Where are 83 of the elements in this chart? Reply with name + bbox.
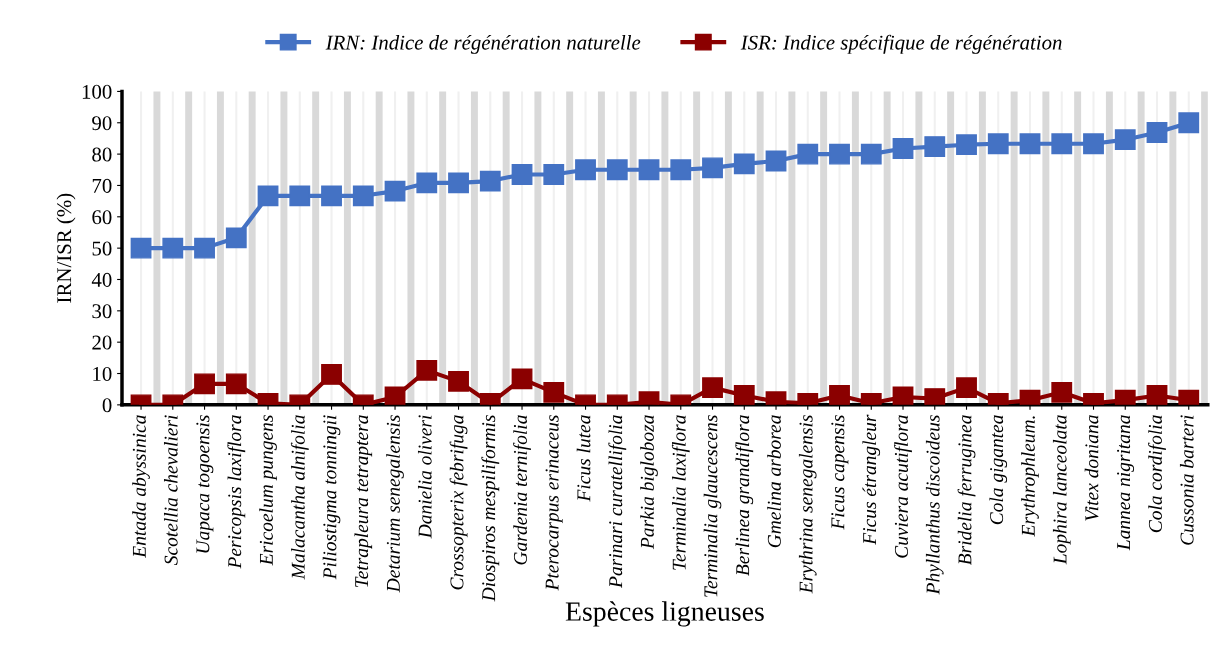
x-tick-label: Lophira lanceolata: [1052, 415, 1071, 565]
point: [956, 134, 977, 156]
point: [194, 237, 215, 259]
point: [448, 172, 469, 194]
x-tick-label: Scotellia chevalieri: [163, 415, 178, 565]
y-tick-label: 30: [92, 304, 112, 319]
point: [321, 185, 342, 207]
point: [987, 133, 1009, 155]
y-axis-title: IRN/ISR (%): [56, 193, 76, 303]
point: [289, 185, 311, 207]
point: [257, 185, 279, 207]
point: [130, 237, 152, 259]
point: [225, 227, 247, 249]
point: [765, 150, 787, 172]
point: [797, 143, 819, 165]
x-tick-label: Lannea nigritana: [1117, 415, 1135, 551]
y-tick-label: 10: [93, 366, 112, 381]
x-tick-label: Terminalia laxiflora: [671, 415, 690, 570]
x-tick-label: Bridelia ferruginea: [957, 415, 976, 566]
y-tick-label: 50: [92, 241, 112, 256]
point: [511, 164, 533, 185]
x-tick-label: Gardenia ternifolia: [513, 415, 531, 565]
y-tick-label: 20: [92, 335, 112, 350]
x-tick-label: Ficus capensis: [831, 415, 849, 530]
point: [1051, 133, 1073, 155]
x-tick-label: Cussonia barteri: [1179, 415, 1194, 545]
point: [479, 170, 501, 192]
x-tick-label: Piliostigma tonningii: [322, 415, 341, 580]
y-tick-label: 60: [92, 210, 112, 225]
point: [829, 143, 850, 165]
x-tick-label: Ficus étrangleur: [862, 414, 881, 545]
x-tick-label: Detarium senegalensis: [386, 415, 404, 593]
point: [733, 153, 755, 175]
y-tick-label: 40: [91, 272, 112, 287]
point: [638, 159, 660, 181]
point: [1146, 122, 1168, 143]
legend-label: IRN: Indice de régénération naturelle: [325, 34, 641, 54]
x-tick-label: Parkia bigloboza: [640, 415, 658, 550]
x-tick-label: Uapaca togoensis: [196, 415, 214, 553]
point: [543, 164, 565, 185]
legend-label: ISR: Indice spécifique de régénération: [740, 34, 1062, 54]
x-tick-label: Malacantha alnifolia: [290, 415, 309, 580]
point: [892, 138, 914, 159]
point: [162, 237, 184, 259]
point: [860, 143, 882, 165]
point: [1019, 133, 1041, 155]
x-tick-label: Crossopterix febrifuga: [449, 415, 468, 590]
x-tick-label: Cola cordifolia: [1148, 415, 1166, 533]
x-tick-label: Danielia oliveri: [417, 415, 432, 539]
x-tick-label: Parinari curatellifolia: [608, 415, 627, 589]
x-tick-label: Pericopsis laxiflora: [227, 415, 246, 569]
x-tick-label: Vitex doniana: [1084, 415, 1099, 521]
point: [670, 159, 692, 181]
x-tick-label: Entada abyssinica: [132, 415, 150, 558]
y-tick-label: 70: [92, 178, 112, 193]
point: [1114, 129, 1136, 151]
x-tick-label: Cola gigantea: [989, 415, 1008, 525]
y-tick-label: 0: [102, 398, 112, 413]
x-tick-label: Diospiros mespiliformis: [481, 415, 500, 602]
y-tick-label: 80: [92, 147, 112, 162]
x-axis-title: Espèces ligneuses: [565, 601, 764, 627]
point: [1178, 112, 1200, 134]
point: [384, 180, 406, 202]
point: [606, 159, 628, 181]
x-tick-label: Terminalia glaucescens: [703, 415, 722, 597]
x-tick-label: Erythrina senegalensis: [798, 415, 817, 594]
x-tick-label: Ericoelum pungens: [259, 415, 277, 566]
point: [924, 136, 946, 158]
x-tick-label: Tetrapleura tetraptera: [354, 415, 373, 588]
x-tick-label: Gmelina arborea: [767, 415, 781, 548]
x-tick-label: Cuviera acutiflora: [894, 415, 912, 558]
x-tick-label: Berlinea grandiflora: [735, 415, 754, 576]
x-tick-label: Erythrophleum.: [1021, 416, 1039, 537]
point: [575, 159, 596, 181]
point: [416, 172, 438, 194]
point: [352, 185, 374, 207]
point: [1083, 133, 1104, 155]
x-tick-label: Pterocarpus erinaceus: [545, 415, 563, 591]
y-tick-label: 100: [82, 84, 112, 99]
x-tick-label: Phyllanthus discoideus: [925, 415, 944, 595]
point: [702, 157, 723, 179]
x-tick-label: Ficus lutea: [576, 415, 591, 502]
y-tick-label: 90: [92, 116, 112, 131]
